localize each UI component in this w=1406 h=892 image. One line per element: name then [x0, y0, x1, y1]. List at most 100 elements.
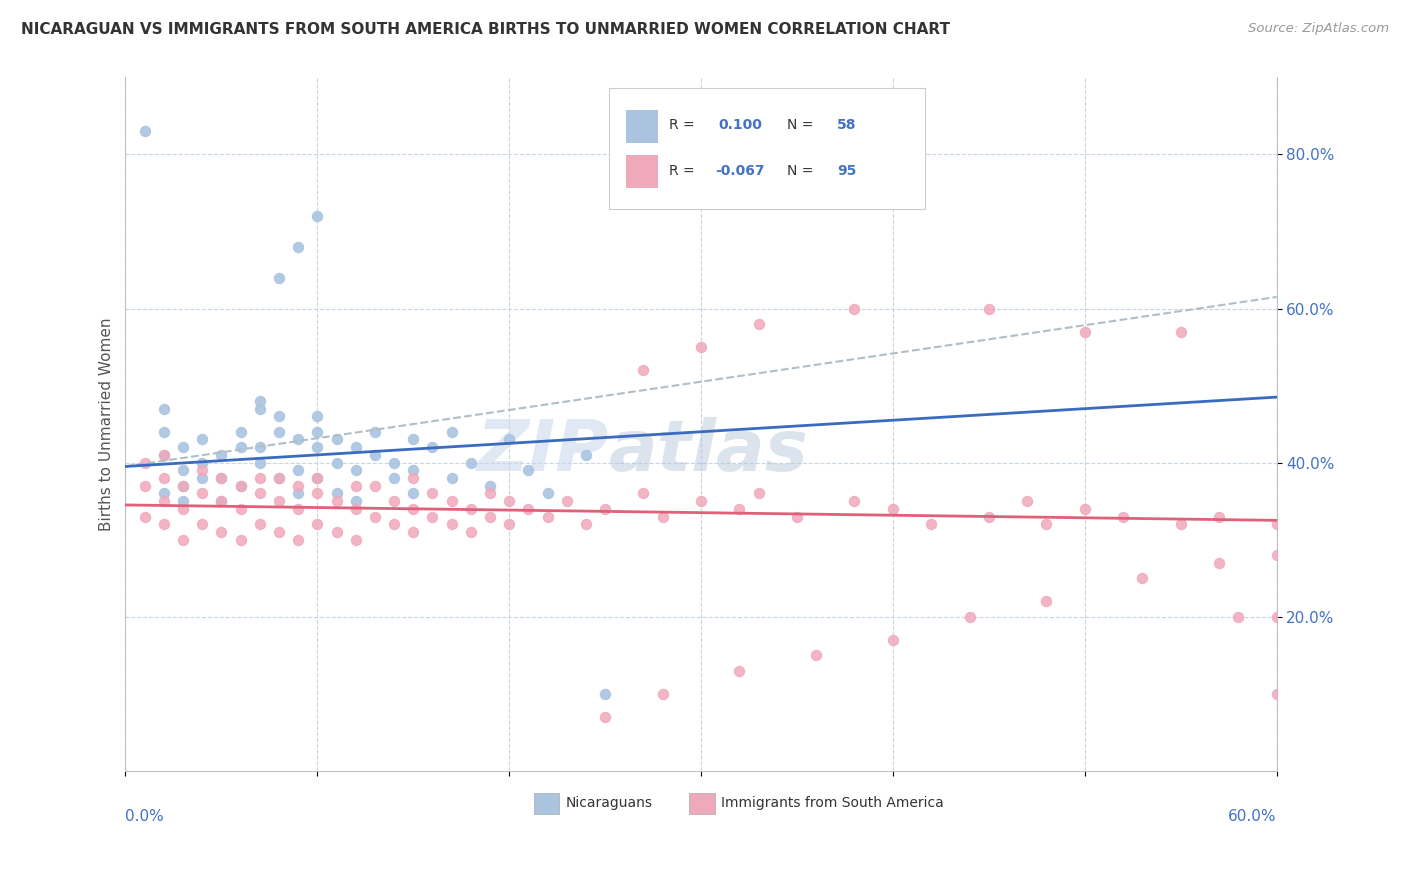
- Point: [325, 524, 347, 539]
- Point: [382, 494, 405, 508]
- Point: [460, 501, 482, 516]
- Point: [344, 533, 367, 547]
- Text: atlas: atlas: [609, 417, 808, 486]
- Point: [382, 517, 405, 532]
- Text: -0.067: -0.067: [714, 164, 765, 178]
- Point: [1035, 517, 1057, 532]
- Point: [172, 533, 194, 547]
- Point: [402, 486, 425, 500]
- Point: [172, 501, 194, 516]
- Point: [402, 471, 425, 485]
- Text: N =: N =: [787, 118, 814, 132]
- Point: [460, 524, 482, 539]
- Point: [364, 479, 387, 493]
- Point: [575, 517, 598, 532]
- Point: [191, 463, 214, 477]
- Point: [172, 440, 194, 454]
- Point: [287, 433, 309, 447]
- Point: [959, 609, 981, 624]
- Point: [882, 501, 904, 516]
- Text: Nicaraguans: Nicaraguans: [565, 797, 652, 810]
- Point: [1170, 517, 1192, 532]
- Point: [1208, 509, 1230, 524]
- Text: R =: R =: [669, 164, 695, 178]
- Point: [249, 471, 271, 485]
- Point: [593, 687, 616, 701]
- Point: [1073, 325, 1095, 339]
- Point: [307, 409, 329, 424]
- Point: [498, 494, 520, 508]
- Point: [344, 494, 367, 508]
- Point: [633, 486, 655, 500]
- Point: [153, 517, 176, 532]
- Point: [229, 501, 252, 516]
- Point: [134, 479, 156, 493]
- Point: [153, 401, 176, 416]
- Point: [134, 456, 156, 470]
- Point: [191, 517, 214, 532]
- Bar: [534, 793, 560, 814]
- Point: [478, 509, 501, 524]
- Text: 60.0%: 60.0%: [1227, 809, 1277, 824]
- Point: [325, 433, 347, 447]
- Point: [267, 425, 290, 439]
- Point: [153, 448, 176, 462]
- Point: [134, 509, 156, 524]
- Point: [153, 448, 176, 462]
- Point: [229, 479, 252, 493]
- Text: R =: R =: [669, 118, 695, 132]
- Point: [1112, 509, 1135, 524]
- Point: [1170, 325, 1192, 339]
- Point: [498, 433, 520, 447]
- Point: [1130, 571, 1153, 585]
- Point: [172, 463, 194, 477]
- Point: [364, 425, 387, 439]
- Bar: [689, 793, 714, 814]
- Point: [1208, 556, 1230, 570]
- Point: [344, 479, 367, 493]
- Point: [249, 401, 271, 416]
- Point: [191, 433, 214, 447]
- Point: [440, 425, 463, 439]
- Point: [1035, 594, 1057, 608]
- Point: [422, 486, 444, 500]
- Point: [402, 463, 425, 477]
- Text: N =: N =: [787, 164, 814, 178]
- Point: [209, 494, 232, 508]
- Point: [478, 486, 501, 500]
- Point: [209, 524, 232, 539]
- Point: [364, 509, 387, 524]
- Point: [382, 471, 405, 485]
- Point: [1017, 494, 1039, 508]
- Point: [651, 509, 673, 524]
- Point: [593, 710, 616, 724]
- Point: [229, 425, 252, 439]
- Point: [229, 440, 252, 454]
- Point: [172, 479, 194, 493]
- Point: [287, 486, 309, 500]
- FancyBboxPatch shape: [609, 87, 925, 209]
- Point: [209, 494, 232, 508]
- Point: [325, 456, 347, 470]
- Point: [287, 240, 309, 254]
- Point: [804, 648, 827, 662]
- Point: [307, 517, 329, 532]
- Point: [422, 440, 444, 454]
- Point: [382, 456, 405, 470]
- Point: [209, 471, 232, 485]
- Point: [307, 471, 329, 485]
- Point: [307, 440, 329, 454]
- Text: NICARAGUAN VS IMMIGRANTS FROM SOUTH AMERICA BIRTHS TO UNMARRIED WOMEN CORRELATIO: NICARAGUAN VS IMMIGRANTS FROM SOUTH AMER…: [21, 22, 950, 37]
- Point: [1265, 548, 1288, 562]
- Point: [364, 448, 387, 462]
- Point: [307, 486, 329, 500]
- Point: [267, 471, 290, 485]
- Point: [402, 501, 425, 516]
- Point: [249, 394, 271, 409]
- Text: 0.0%: 0.0%: [125, 809, 165, 824]
- Point: [651, 687, 673, 701]
- Point: [1265, 609, 1288, 624]
- Point: [920, 517, 942, 532]
- Point: [844, 301, 866, 316]
- Point: [402, 433, 425, 447]
